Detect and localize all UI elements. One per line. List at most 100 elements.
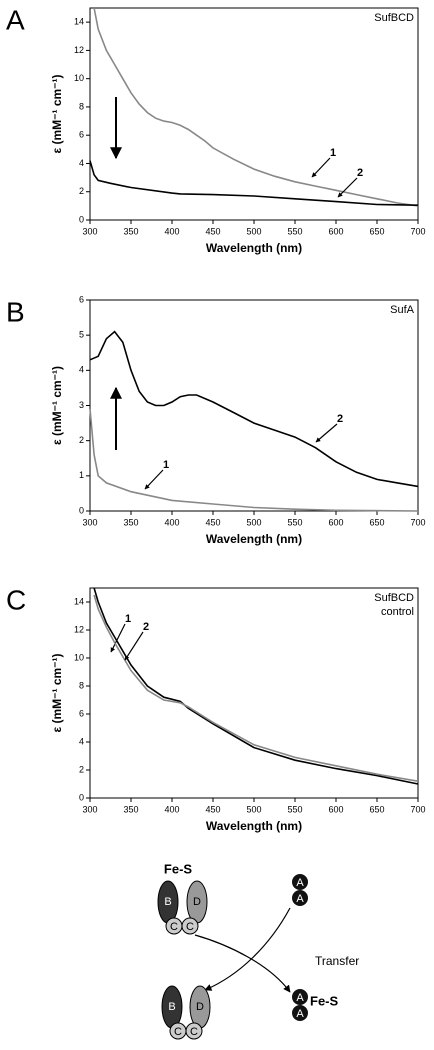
- y-axis-label: ε (mM⁻¹ cm⁻¹): [50, 653, 64, 732]
- x-tick-label: 300: [82, 804, 97, 814]
- plot-frame: [89, 587, 419, 799]
- panel-title: SufBCD: [374, 592, 414, 604]
- series-line: [93, 7, 419, 207]
- x-tick-label: 400: [164, 226, 179, 236]
- panel-label: C: [6, 584, 26, 615]
- acceptor: [292, 989, 308, 1005]
- x-tick-label: 350: [123, 804, 138, 814]
- y-tick-label: 4: [79, 736, 84, 746]
- series-line: [93, 587, 419, 785]
- x-tick-label: 700: [410, 804, 425, 814]
- y-tick-label: 6: [79, 708, 84, 718]
- series-label: 2: [357, 167, 363, 179]
- acceptor-label: A: [296, 1008, 304, 1020]
- subunit-label: D: [193, 896, 201, 908]
- subunit: [181, 917, 199, 935]
- x-tick-label: 650: [369, 226, 384, 236]
- x-tick-label: 650: [369, 804, 384, 814]
- x-tick-label: 600: [328, 226, 343, 236]
- y-tick-label: 10: [74, 73, 84, 83]
- subunit-label: B: [168, 1001, 175, 1013]
- arrow-label: Transfer: [315, 954, 359, 968]
- subunit: [185, 1022, 203, 1040]
- return-arrow: [204, 907, 291, 991]
- subunit-label: C: [186, 921, 194, 933]
- series-line: [93, 594, 419, 782]
- x-tick-label: 400: [164, 804, 179, 814]
- y-tick-label: 1: [79, 470, 84, 480]
- x-tick-label: 700: [410, 226, 425, 236]
- x-tick-label: 500: [246, 226, 261, 236]
- y-tick-label: 4: [79, 158, 84, 168]
- subunit-label: B: [164, 896, 171, 908]
- y-tick-label: 2: [79, 186, 84, 196]
- x-tick-label: 600: [328, 517, 343, 527]
- x-tick-label: 600: [328, 804, 343, 814]
- product-label: Fe-S: [310, 993, 339, 1008]
- y-tick-label: 14: [74, 17, 84, 27]
- diagram: Fe-S B C C D A A Transfer B C C D A A Fe…: [157, 861, 359, 1040]
- y-tick-label: 2: [79, 435, 84, 445]
- y-tick-label: 6: [79, 294, 84, 304]
- y-tick-label: 0: [79, 214, 84, 224]
- x-tick-label: 700: [410, 517, 425, 527]
- x-tick-label: 650: [369, 517, 384, 527]
- y-tick-label: 5: [79, 330, 84, 340]
- y-axis-label: ε (mM⁻¹ cm⁻¹): [50, 366, 64, 445]
- y-tick-label: 12: [74, 624, 84, 634]
- series-line: [89, 160, 419, 206]
- x-axis-label: Wavelength (nm): [206, 819, 302, 833]
- y-tick-label: 3: [79, 400, 84, 410]
- y-tick-label: 4: [79, 365, 84, 375]
- series-line: [89, 330, 419, 488]
- x-tick-label: 300: [82, 517, 97, 527]
- y-tick-label: 0: [79, 792, 84, 802]
- x-tick-label: 350: [123, 226, 138, 236]
- x-tick-label: 550: [287, 226, 302, 236]
- panel-title: SufA: [390, 304, 415, 316]
- series-pointer: [110, 623, 126, 653]
- panel-title: SufBCD: [374, 12, 414, 24]
- panel-subtitle: control: [381, 606, 414, 618]
- y-tick-label: 14: [74, 596, 84, 606]
- x-axis-label: Wavelength (nm): [206, 241, 302, 255]
- series-pointer: [311, 157, 331, 178]
- subunit-label: C: [170, 921, 178, 933]
- plot-frame: [89, 299, 419, 512]
- y-axis-label: ε (mM⁻¹ cm⁻¹): [50, 74, 64, 153]
- y-tick-label: 6: [79, 130, 84, 140]
- x-tick-label: 500: [246, 804, 261, 814]
- y-tick-label: 8: [79, 101, 84, 111]
- y-tick-label: 2: [79, 764, 84, 774]
- series-pointer: [144, 469, 164, 490]
- panel-label: A: [6, 4, 25, 35]
- subunit-label: C: [190, 1026, 198, 1038]
- series-line: [89, 408, 419, 512]
- x-tick-label: 450: [205, 226, 220, 236]
- x-tick-label: 500: [246, 517, 261, 527]
- x-tick-label: 550: [287, 804, 302, 814]
- series-label: 1: [125, 613, 131, 625]
- y-tick-label: 12: [74, 45, 84, 55]
- series-pointer: [315, 423, 338, 443]
- subunit-label: C: [174, 1026, 182, 1038]
- series-label: 2: [337, 413, 343, 425]
- transfer-arrow: [194, 934, 291, 993]
- panel-label: B: [6, 296, 25, 327]
- acceptor-label: A: [296, 992, 304, 1004]
- subunit-label: D: [196, 1001, 204, 1013]
- x-tick-label: 300: [82, 226, 97, 236]
- series-label: 2: [143, 621, 149, 633]
- x-tick-label: 450: [205, 804, 220, 814]
- y-tick-label: 8: [79, 680, 84, 690]
- series-pointer: [337, 177, 358, 198]
- series-label: 1: [330, 147, 336, 159]
- x-axis-label: Wavelength (nm): [206, 532, 302, 546]
- x-tick-label: 450: [205, 517, 220, 527]
- y-tick-label: 0: [79, 505, 84, 515]
- acceptor: [292, 890, 308, 906]
- acceptor: [292, 874, 308, 890]
- x-tick-label: 350: [123, 517, 138, 527]
